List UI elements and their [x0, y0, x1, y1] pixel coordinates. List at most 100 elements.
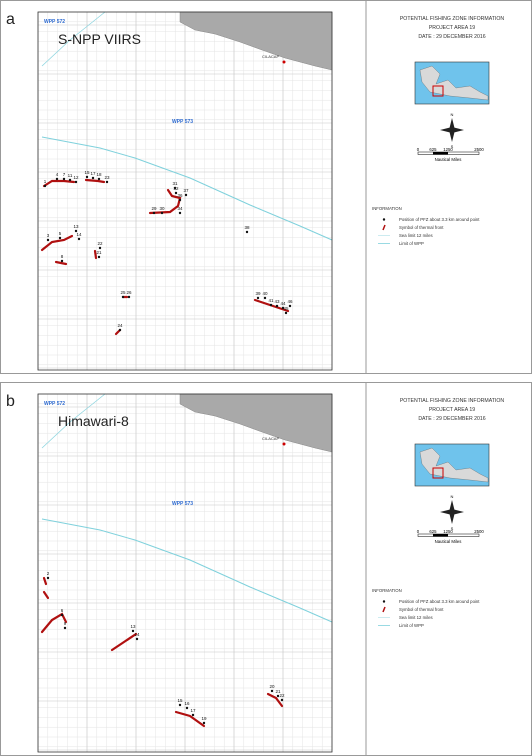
legend-swatch	[382, 606, 386, 613]
pfz-point	[160, 211, 164, 215]
pfz-point	[105, 180, 109, 184]
city-label: CILACAP	[262, 436, 279, 441]
pfz-point	[184, 193, 188, 197]
wpp-main-label: WPP 573	[172, 501, 193, 507]
info-date: DATE : 29 DECEMBER 2016	[418, 34, 485, 40]
pfz-point	[173, 186, 177, 190]
pfz-label: 46	[287, 299, 293, 304]
scale-bar	[417, 151, 480, 155]
pfz-label: 24	[117, 323, 123, 328]
pfz-label: 22	[279, 693, 285, 698]
compass-n: N	[451, 112, 454, 117]
legend-item: Symbol of thermal front	[399, 225, 444, 230]
pfz-point	[178, 211, 182, 215]
pfz-point	[77, 237, 81, 241]
legend-swatch	[382, 600, 386, 603]
legend-title: INFORMATION	[372, 206, 402, 211]
pfz-point	[185, 706, 189, 710]
legend-item: Symbol of thermal front	[399, 607, 444, 612]
pfz-label: 20	[269, 684, 275, 689]
thermal-front	[54, 260, 68, 266]
pfz-label: 15	[84, 170, 90, 175]
pfz-label: 25	[120, 290, 126, 295]
scale-unit: Nautical Miles	[435, 157, 462, 162]
pfz-point	[269, 303, 273, 307]
inset-land	[419, 65, 489, 101]
pfz-label: 40	[262, 291, 268, 296]
wpp-main-label: WPP 573	[172, 119, 193, 125]
pfz-label: 17	[190, 708, 196, 713]
pfz-point	[280, 698, 284, 702]
pfz-label: 29	[151, 206, 157, 211]
pfz-label: 11	[68, 173, 73, 178]
wpp-west-label: WPP 572	[44, 401, 65, 407]
map-frame	[37, 393, 333, 753]
thermal-front	[40, 234, 74, 252]
sensor-label: S-NPP VIIRS	[58, 31, 141, 47]
scale-label: 625	[429, 147, 437, 152]
pfz-point	[74, 229, 78, 233]
thermal-front	[110, 632, 138, 652]
thermal-front	[42, 590, 50, 600]
pfz-point	[131, 629, 135, 633]
pfz-point	[46, 238, 50, 242]
map	[37, 11, 333, 371]
pfz-point	[91, 176, 95, 180]
scale-label: 2500	[474, 529, 484, 534]
scale-unit: Nautical Miles	[435, 539, 462, 544]
pfz-point	[191, 713, 195, 717]
thermal-front	[174, 710, 206, 728]
pfz-point	[85, 175, 89, 179]
pfz-point	[63, 626, 67, 630]
pfz-label: 9	[64, 621, 67, 626]
sea-limit	[41, 393, 106, 449]
pfz-point	[263, 296, 267, 300]
info-date: DATE : 29 DECEMBER 2016	[418, 416, 485, 422]
pfz-point	[174, 191, 178, 195]
pfz-label: 17	[90, 171, 96, 176]
scale-bar-fill	[433, 152, 448, 155]
pfz-point	[284, 311, 288, 315]
scale-label: 1250	[443, 529, 453, 534]
pfz-label: 21	[96, 250, 102, 255]
legend-swatch	[382, 218, 386, 221]
scale-bar-fill	[433, 534, 448, 537]
pfz-label: 4	[56, 172, 59, 177]
pfz-point	[43, 184, 47, 188]
thermal-front	[266, 692, 284, 708]
pfz-label: 45	[283, 306, 289, 311]
pfz-point	[74, 180, 78, 184]
legend-item: Position of PFZ about 3.3 km around poin…	[399, 599, 480, 604]
info-project: PROJECT AREA 19	[429, 25, 475, 31]
pfz-label: 2	[47, 571, 50, 576]
pfz-label: 7	[63, 172, 66, 177]
pfz-point	[135, 637, 139, 641]
legend-item: Position of PFZ about 3.3 km around poin…	[399, 217, 480, 222]
pfz-point	[62, 177, 66, 181]
pfz-label: 22	[97, 241, 103, 246]
pfz-label: 1	[44, 179, 47, 184]
pfz-label: 41	[268, 298, 274, 303]
pfz-label: 36	[177, 193, 183, 198]
info-project: PROJECT AREA 19	[429, 407, 475, 413]
pfz-label: 39	[255, 291, 261, 296]
pfz-point	[245, 230, 249, 234]
map-frame	[37, 11, 333, 371]
pfz-label: 8	[61, 254, 64, 259]
pfz-point	[98, 246, 102, 250]
pfz-label: 15	[177, 698, 183, 703]
city-label: CILACAP	[262, 54, 279, 59]
panel-border	[0, 382, 532, 756]
pfz-label: 21	[275, 689, 281, 694]
info-title: POTENTIAL FISHING ZONE INFORMATION	[400, 398, 505, 404]
pfz-point	[202, 721, 206, 725]
thermal-front	[42, 179, 76, 188]
inset-land	[419, 447, 489, 483]
scale-label: 0	[417, 529, 420, 534]
city-marker	[282, 442, 286, 446]
pfz-point	[58, 236, 62, 240]
inset-area	[432, 85, 444, 97]
pfz-label: 18	[96, 172, 102, 177]
